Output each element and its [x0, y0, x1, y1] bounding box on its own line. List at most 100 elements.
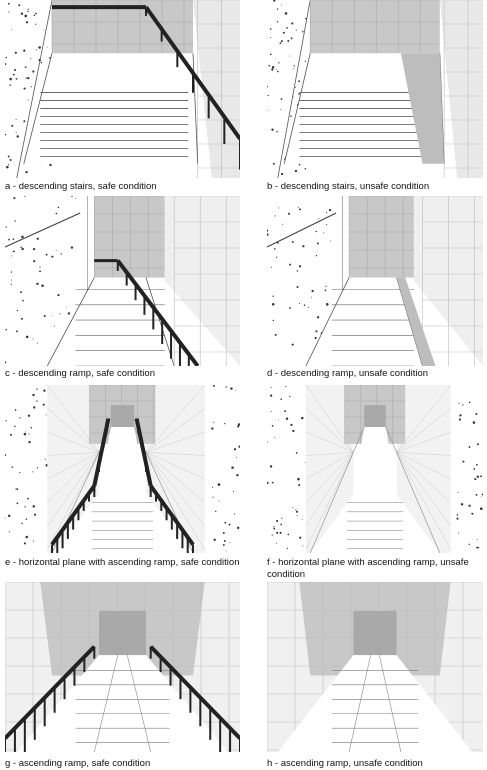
speckle	[36, 388, 37, 389]
speckle	[25, 536, 28, 539]
speckle	[326, 212, 327, 213]
speckle	[318, 218, 319, 219]
speckle	[11, 280, 12, 281]
speckle	[223, 532, 225, 534]
speckle	[16, 119, 17, 120]
speckle	[272, 66, 274, 68]
speckle	[281, 4, 282, 5]
speckle	[274, 248, 276, 250]
speckle	[272, 534, 273, 535]
speckle	[44, 30, 45, 31]
speckle	[295, 509, 296, 510]
speckle	[458, 403, 459, 404]
speckle	[16, 132, 17, 133]
speckle	[271, 129, 273, 131]
speckle	[12, 466, 14, 468]
speckle	[33, 260, 35, 262]
speckle	[308, 307, 309, 308]
caption: f - horizontal plane with ascending ramp…	[267, 557, 487, 581]
speckle	[219, 501, 220, 502]
speckle	[236, 474, 238, 476]
speckle	[11, 271, 12, 272]
speckle	[41, 285, 43, 287]
speckle	[289, 307, 291, 309]
speckle	[276, 532, 278, 534]
speckle	[37, 467, 38, 468]
speckle	[281, 518, 282, 519]
speckle	[47, 47, 48, 48]
speckle	[38, 46, 41, 49]
speckle	[299, 265, 301, 267]
doorway	[99, 611, 146, 655]
doorway	[364, 405, 386, 427]
speckle	[43, 390, 45, 392]
speckle	[21, 318, 23, 320]
speckle	[476, 547, 478, 549]
speckle	[270, 465, 272, 467]
speckle	[28, 441, 30, 443]
speckle	[280, 524, 282, 526]
speckle	[21, 13, 23, 15]
speckle	[275, 334, 277, 336]
speckle	[32, 338, 33, 339]
speckle	[19, 472, 20, 473]
stimulus-image	[5, 0, 240, 178]
speckle	[41, 62, 42, 63]
speckle	[279, 42, 281, 44]
speckle	[326, 224, 327, 225]
speckle	[14, 426, 15, 427]
speckle	[274, 215, 275, 216]
speckle	[298, 484, 300, 486]
doorway	[353, 611, 396, 655]
speckle	[237, 425, 239, 427]
speckle	[270, 54, 272, 56]
back-wall	[94, 196, 165, 278]
speckle	[46, 254, 48, 256]
stimulus-image	[267, 385, 483, 553]
speckle	[311, 297, 312, 298]
speckle	[284, 410, 286, 412]
speckle	[8, 515, 10, 517]
back-wall	[349, 196, 414, 278]
speckle	[274, 437, 275, 438]
speckle	[24, 88, 26, 90]
speckle	[280, 109, 281, 110]
stimulus-image	[267, 582, 483, 752]
speckle	[28, 9, 29, 10]
stimulus-image	[5, 385, 240, 553]
speckle	[276, 543, 277, 544]
speckle	[276, 131, 277, 132]
speckle	[289, 56, 290, 57]
speckle	[20, 247, 21, 248]
speckle	[15, 52, 17, 54]
speckle	[30, 58, 31, 59]
stimulus-image	[5, 582, 240, 752]
speckle	[230, 387, 232, 389]
speckle	[15, 409, 17, 411]
speckle	[469, 446, 471, 448]
speckle	[213, 422, 214, 423]
speckle	[71, 246, 73, 248]
speckle	[270, 394, 272, 396]
speckle	[224, 522, 226, 524]
speckle	[478, 547, 479, 548]
speckle	[24, 542, 26, 544]
speckle	[32, 70, 34, 72]
speckle	[235, 390, 236, 391]
speckle	[282, 224, 283, 225]
speckle	[39, 270, 41, 272]
speckle	[461, 503, 463, 505]
speckle	[315, 330, 317, 332]
speckle	[5, 420, 6, 421]
speckle	[224, 423, 225, 424]
speckle	[37, 343, 38, 344]
speckle	[21, 236, 24, 239]
stimulus-image	[267, 196, 483, 366]
speckle	[213, 385, 215, 387]
speckle	[24, 433, 27, 436]
speckle	[36, 283, 38, 285]
figure: a - descending stairs, safe conditionb -…	[0, 0, 487, 770]
caption: e - horizontal plane with ascending ramp…	[5, 557, 245, 569]
speckle	[267, 442, 268, 443]
stimulus-image	[267, 0, 483, 178]
